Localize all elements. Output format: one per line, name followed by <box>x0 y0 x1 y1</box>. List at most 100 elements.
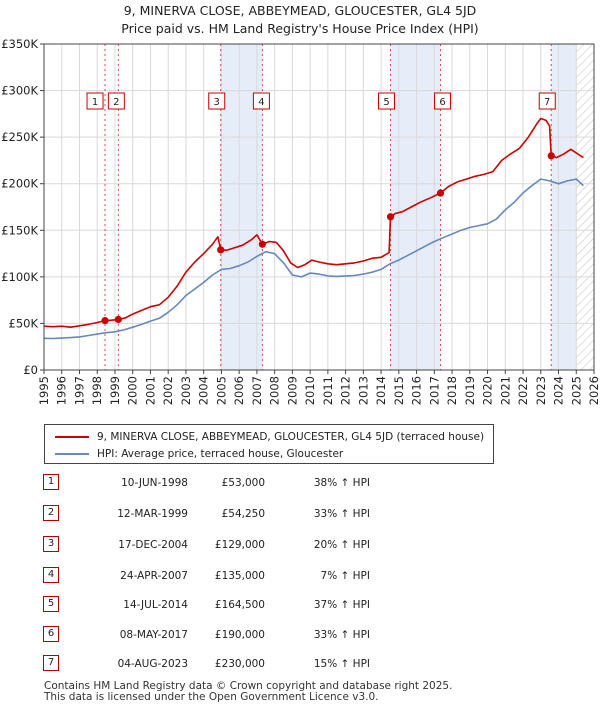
sale-label-text: 5 <box>383 97 389 108</box>
x-tick-label: 2017 <box>427 376 441 405</box>
sale-label-text: 6 <box>439 97 445 108</box>
x-tick-label: 2005 <box>214 376 228 405</box>
sale-number-badge: 3 <box>43 536 59 552</box>
sale-number-badge: 5 <box>43 596 59 612</box>
sale-price: £53,000 <box>221 477 265 489</box>
sale-row: 2 12-MAR-1999 £54,250 33% ↑ HPI <box>0 503 600 525</box>
sale-row: 7 04-AUG-2023 £230,000 15% ↑ HPI <box>0 653 600 675</box>
y-tick-label: £100K <box>1 270 38 284</box>
sale-number-badge: 4 <box>43 567 59 583</box>
x-tick-label: 1995 <box>37 376 51 405</box>
sale-point <box>217 246 225 254</box>
sale-label: 3 <box>208 92 226 110</box>
sale-hpi-change: 37% ↑ HPI <box>313 599 370 611</box>
x-tick-label: 2016 <box>410 376 424 405</box>
y-tick-label: £250K <box>1 130 38 144</box>
x-tick-label: 2011 <box>321 376 335 405</box>
sale-row: 4 24-APR-2007 £135,000 7% ↑ HPI <box>0 565 600 587</box>
legend-label-hpi: HPI: Average price, terraced house, Glou… <box>97 448 344 460</box>
x-tick-label: 2013 <box>356 376 370 405</box>
sale-row: 5 14-JUL-2014 £164,500 37% ↑ HPI <box>0 594 600 616</box>
x-tick-label: 2015 <box>392 376 406 405</box>
sale-label-text: 3 <box>214 97 220 108</box>
sale-number-badge: 1 <box>43 474 59 490</box>
series-line-hpi <box>44 178 584 340</box>
sale-price: £129,000 <box>214 539 265 551</box>
x-tick-label: 2018 <box>445 376 459 405</box>
sale-date: 10-JUN-1998 <box>121 477 188 489</box>
x-tick-label: 2001 <box>143 376 157 405</box>
sale-date: 12-MAR-1999 <box>117 508 188 520</box>
sale-label: 6 <box>434 92 452 110</box>
footer-copyright: Contains HM Land Registry data © Crown c… <box>44 680 453 692</box>
x-tick-label: 2020 <box>481 376 495 405</box>
series-line-property <box>44 117 584 328</box>
x-tick-label: 2024 <box>552 376 566 405</box>
sale-hpi-change: 15% ↑ HPI <box>313 658 370 670</box>
sale-price: £230,000 <box>214 658 265 670</box>
x-tick-label: 1997 <box>72 376 86 405</box>
x-tick-label: 2023 <box>534 376 548 405</box>
x-tick-label: 2004 <box>197 376 211 405</box>
y-tick-label: £150K <box>1 223 38 237</box>
y-tick-label: £200K <box>1 177 38 191</box>
y-tick-label: £0 <box>23 363 38 377</box>
sale-date: 04-AUG-2023 <box>117 658 188 670</box>
sale-label-box <box>86 92 104 110</box>
sale-label-box <box>538 92 556 110</box>
x-tick-label: 2000 <box>126 376 140 405</box>
chart-title-block: 9, MINERVA CLOSE, ABBEYMEAD, GLOUCESTER,… <box>0 2 600 38</box>
sale-label-text: 7 <box>544 97 550 108</box>
legend-swatch-hpi <box>55 453 89 455</box>
x-tick-label: 2002 <box>161 376 175 405</box>
future-hatch-region <box>576 44 594 370</box>
sale-label: 4 <box>252 92 270 110</box>
x-tick-label: 2008 <box>268 376 282 405</box>
x-tick-label: 1999 <box>108 376 122 405</box>
sale-label: 7 <box>538 92 556 110</box>
x-tick-label: 1996 <box>55 376 69 405</box>
sale-label-text: 1 <box>92 97 98 108</box>
x-tick-label: 2003 <box>179 376 193 405</box>
sale-number-badge: 2 <box>43 505 59 521</box>
sale-point <box>114 315 122 324</box>
sale-row: 1 10-JUN-1998 £53,000 38% ↑ HPI <box>0 472 600 494</box>
price-chart: 1 2 3 4 5 6 7 £0 £50K £100K £150K £200K £250K £300K £… <box>1 37 600 405</box>
x-tick-label: 2022 <box>516 376 530 405</box>
sale-point <box>547 152 555 160</box>
footer-licence: This data is licensed under the Open Gov… <box>44 691 379 703</box>
sale-point <box>386 213 395 221</box>
sale-point <box>258 240 267 248</box>
x-tick-label: 2014 <box>374 376 388 405</box>
sale-label-box <box>107 92 125 110</box>
sale-label-box <box>252 92 270 110</box>
x-tick-label: 2025 <box>569 376 583 405</box>
y-tick-label: £50K <box>9 316 39 330</box>
x-tick-label: 2021 <box>498 376 512 405</box>
sale-point <box>436 189 445 197</box>
sale-label-text: 4 <box>258 97 264 108</box>
x-tick-label: 2026 <box>587 376 600 405</box>
legend-label-property: 9, MINERVA CLOSE, ABBEYMEAD, GLOUCESTER,… <box>97 431 485 443</box>
sale-hpi-change: 33% ↑ HPI <box>313 629 370 641</box>
sale-number-badge: 7 <box>43 655 59 671</box>
sale-hpi-change: 20% ↑ HPI <box>313 539 370 551</box>
sale-date: 24-APR-2007 <box>120 570 188 582</box>
x-tick-label: 1998 <box>90 376 104 405</box>
legend-item-property: 9, MINERVA CLOSE, ABBEYMEAD, GLOUCESTER,… <box>55 428 484 446</box>
sale-price: £164,500 <box>214 599 265 611</box>
sale-hpi-change: 33% ↑ HPI <box>313 508 370 520</box>
legend-item-hpi: HPI: Average price, terraced house, Glou… <box>55 445 343 463</box>
sale-row: 3 17-DEC-2004 £129,000 20% ↑ HPI <box>0 534 600 556</box>
sale-price: £190,000 <box>214 629 265 641</box>
sale-label: 5 <box>378 92 395 110</box>
chart-subtitle: Price paid vs. HM Land Registry's House … <box>121 21 479 36</box>
legend: 9, MINERVA CLOSE, ABBEYMEAD, GLOUCESTER,… <box>44 424 494 464</box>
x-tick-label: 2010 <box>303 376 317 405</box>
sale-hpi-change: 7% ↑ HPI <box>320 570 370 582</box>
sale-date: 08-MAY-2017 <box>119 629 188 641</box>
sale-price: £135,000 <box>214 570 265 582</box>
sale-date: 14-JUL-2014 <box>123 599 188 611</box>
sale-label: 1 <box>86 92 104 110</box>
x-tick-label: 2012 <box>339 376 353 405</box>
